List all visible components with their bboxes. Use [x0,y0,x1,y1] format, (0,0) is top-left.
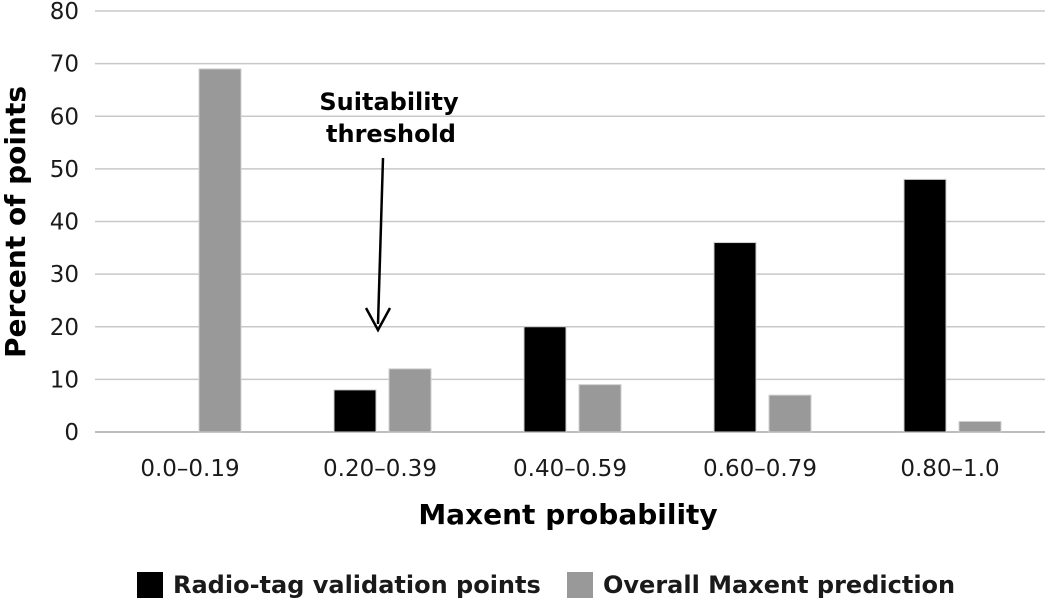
x-tick-label: 0.20–0.39 [323,456,437,482]
x-axis-ticks: 0.0–0.19 0.20–0.39 0.40–0.59 0.60–0.79 0.80–… [140,456,999,482]
y-tick-label: 20 [50,315,79,341]
y-tick-label: 70 [50,52,79,78]
x-tick-label: 0.40–0.59 [513,456,627,482]
suitability-threshold-annotation: Suitability threshold [319,88,459,333]
bar-maxent-2 [578,384,622,433]
bar-radio-tag-4 [903,178,947,433]
x-tick-label: 0.80–1.0 [900,456,999,482]
y-axis-ticks: 0 10 20 30 40 50 60 70 80 [50,0,79,446]
legend-label: Radio-tag validation points [173,571,541,599]
bar-maxent-0 [198,68,242,433]
threshold-arrow-shaft [376,157,385,325]
annotation-line-2: threshold [326,120,456,148]
bars [198,68,1002,433]
bar-radio-tag-1 [333,389,377,433]
bar-maxent-3 [768,394,812,433]
legend-swatch [137,572,163,598]
bar-maxent-4 [958,420,1002,433]
y-tick-label: 80 [50,0,79,25]
legend-item-radio-tag: Radio-tag validation points [137,571,541,599]
y-tick-label: 60 [50,104,79,130]
legend-label: Overall Maxent prediction [603,571,955,599]
y-tick-label: 40 [50,210,79,236]
x-tick-label: 0.0–0.19 [140,456,239,482]
y-tick-label: 50 [50,157,79,183]
x-axis-label: Maxent probability [418,498,717,531]
bar-maxent-1 [388,368,432,433]
threshold-arrow-head-icon [364,307,392,333]
y-tick-label: 10 [50,367,79,393]
legend-swatch [567,572,593,598]
y-tick-label: 30 [50,262,79,288]
annotation-line-1: Suitability [319,88,459,116]
y-axis-label: Percent of points [0,86,32,358]
gridlines [95,10,1045,381]
legend-item-maxent: Overall Maxent prediction [567,571,955,599]
x-tick-label: 0.60–0.79 [703,456,817,482]
bar-radio-tag-2 [523,326,567,433]
bar-radio-tag-3 [713,242,757,433]
y-tick-label: 0 [64,420,79,446]
legend: Radio-tag validation points Overall Maxen… [137,571,955,599]
